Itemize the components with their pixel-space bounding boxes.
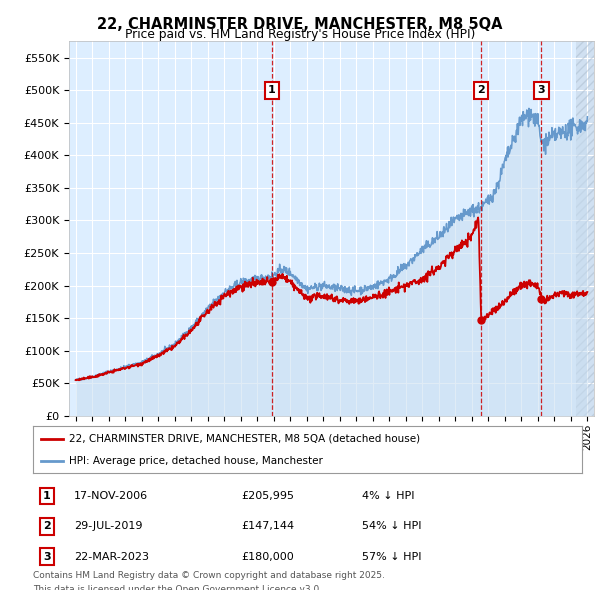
Bar (576, 41, 594, 416)
Text: HPI: Average price, detached house, Manchester: HPI: Average price, detached house, Manc… (68, 457, 323, 466)
Text: This data is licensed under the Open Government Licence v3.0.: This data is licensed under the Open Gov… (33, 585, 322, 590)
Text: 4% ↓ HPI: 4% ↓ HPI (362, 491, 415, 502)
Text: 29-JUL-2019: 29-JUL-2019 (74, 522, 143, 532)
Text: 2: 2 (478, 85, 485, 95)
Text: 22, CHARMINSTER DRIVE, MANCHESTER, M8 5QA: 22, CHARMINSTER DRIVE, MANCHESTER, M8 5Q… (97, 17, 503, 31)
Text: 3: 3 (43, 552, 50, 562)
Text: £147,144: £147,144 (242, 522, 295, 532)
Text: 2: 2 (43, 522, 50, 532)
Text: 57% ↓ HPI: 57% ↓ HPI (362, 552, 422, 562)
Text: Contains HM Land Registry data © Crown copyright and database right 2025.: Contains HM Land Registry data © Crown c… (33, 571, 385, 579)
Text: 3: 3 (538, 85, 545, 95)
Text: 22-MAR-2023: 22-MAR-2023 (74, 552, 149, 562)
Text: 17-NOV-2006: 17-NOV-2006 (74, 491, 148, 502)
Text: 54% ↓ HPI: 54% ↓ HPI (362, 522, 422, 532)
Text: 1: 1 (43, 491, 50, 502)
Text: 1: 1 (268, 85, 275, 95)
Text: £180,000: £180,000 (242, 552, 295, 562)
Text: Price paid vs. HM Land Registry's House Price Index (HPI): Price paid vs. HM Land Registry's House … (125, 28, 475, 41)
Text: £205,995: £205,995 (242, 491, 295, 502)
Text: 22, CHARMINSTER DRIVE, MANCHESTER, M8 5QA (detached house): 22, CHARMINSTER DRIVE, MANCHESTER, M8 5Q… (68, 434, 420, 444)
